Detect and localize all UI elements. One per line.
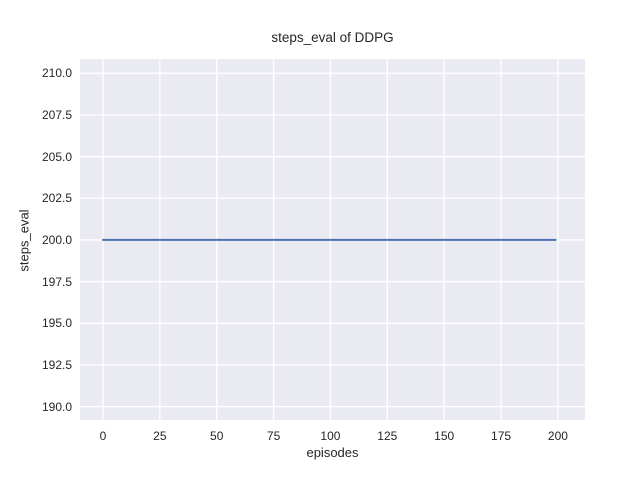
x-tick-label: 75 (266, 429, 281, 443)
chart-title: steps_eval of DDPG (271, 30, 394, 45)
y-tick-label: 192.5 (41, 357, 72, 372)
x-tick-label: 200 (547, 429, 568, 443)
x-tick-label: 150 (434, 429, 455, 443)
x-axis-label: episodes (306, 445, 359, 460)
y-tick-label: 195.0 (41, 316, 72, 331)
y-tick-label: 202.5 (41, 191, 72, 206)
x-tick-label: 100 (320, 429, 341, 443)
x-tick-label: 0 (99, 429, 107, 443)
y-tick-label: 205.0 (41, 149, 72, 164)
x-tick-label: 25 (153, 429, 167, 443)
x-tick-label: 50 (210, 429, 224, 443)
y-tick-label: 190.0 (41, 399, 72, 414)
y-tick-label: 210.0 (41, 66, 72, 81)
x-tick-label: 175 (491, 429, 512, 443)
y-tick-label: 200.0 (41, 232, 72, 247)
y-tick-label: 197.5 (41, 274, 72, 289)
x-tick-label: 125 (377, 429, 398, 443)
y-tick-label: 207.5 (41, 107, 72, 122)
